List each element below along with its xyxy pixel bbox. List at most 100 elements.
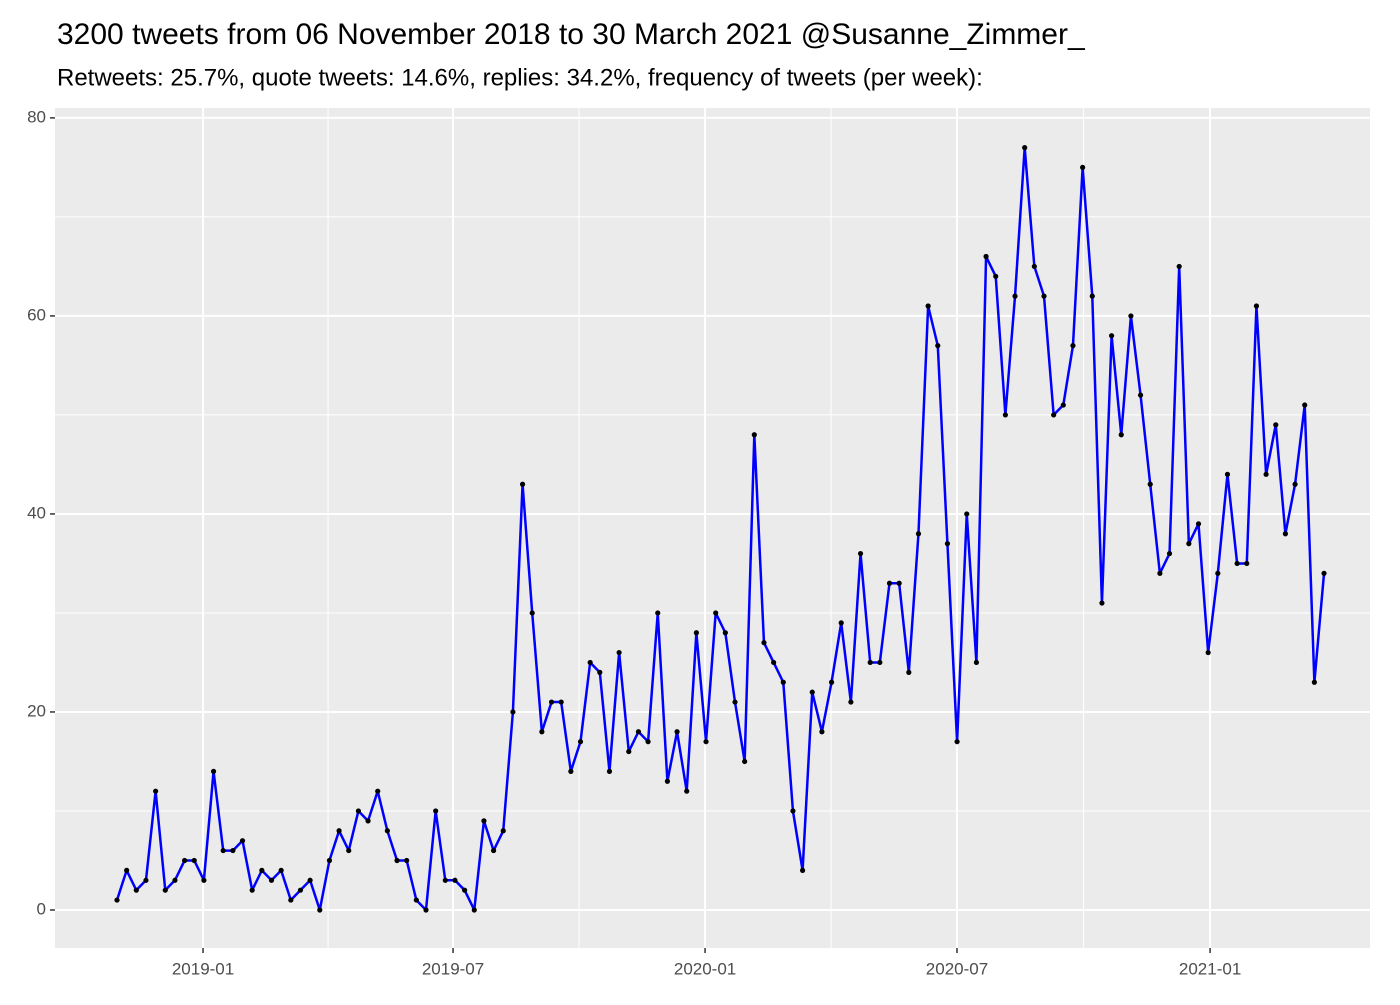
point bbox=[1002, 412, 1008, 418]
point bbox=[857, 550, 864, 557]
point bbox=[664, 778, 671, 784]
point bbox=[519, 481, 526, 487]
point bbox=[761, 640, 767, 646]
point bbox=[413, 897, 419, 903]
point bbox=[1031, 263, 1037, 270]
point bbox=[133, 887, 139, 893]
point bbox=[297, 887, 304, 893]
point bbox=[471, 907, 477, 913]
point bbox=[896, 580, 902, 586]
y-tick-label: 40 bbox=[27, 503, 46, 522]
point bbox=[616, 649, 622, 656]
point bbox=[645, 739, 651, 745]
point bbox=[191, 857, 197, 864]
point bbox=[1302, 402, 1308, 408]
x-tick-label: 2020-01 bbox=[674, 959, 736, 978]
x-tick-label: 2019-01 bbox=[172, 959, 234, 978]
point bbox=[915, 531, 922, 537]
point bbox=[442, 877, 448, 883]
point bbox=[925, 303, 931, 309]
point bbox=[462, 887, 468, 893]
point bbox=[1041, 293, 1047, 299]
point bbox=[1205, 649, 1211, 656]
point bbox=[838, 620, 844, 626]
point bbox=[1128, 313, 1134, 319]
point bbox=[693, 630, 699, 636]
point bbox=[1234, 560, 1240, 567]
point bbox=[655, 610, 661, 616]
y-tick-label: 60 bbox=[27, 305, 46, 324]
point bbox=[674, 729, 680, 735]
y-tick-label: 80 bbox=[27, 107, 46, 126]
x-tick-label: 2021-01 bbox=[1179, 959, 1241, 978]
point bbox=[288, 897, 294, 903]
point bbox=[1321, 570, 1327, 576]
point bbox=[799, 867, 806, 873]
point bbox=[404, 857, 410, 864]
point bbox=[124, 867, 130, 873]
point bbox=[278, 867, 284, 873]
point bbox=[162, 887, 168, 893]
point bbox=[722, 630, 728, 636]
point bbox=[1195, 521, 1202, 527]
point bbox=[510, 709, 516, 715]
point bbox=[500, 828, 506, 834]
point bbox=[828, 679, 835, 685]
point bbox=[577, 739, 584, 745]
point bbox=[1176, 263, 1182, 270]
point bbox=[548, 699, 555, 705]
point bbox=[259, 867, 265, 873]
point bbox=[635, 729, 642, 735]
point bbox=[597, 669, 603, 675]
point bbox=[819, 729, 825, 735]
point bbox=[384, 828, 390, 834]
point bbox=[935, 343, 941, 349]
point bbox=[732, 699, 738, 705]
point bbox=[1282, 531, 1289, 537]
point bbox=[877, 659, 883, 666]
point bbox=[1099, 600, 1105, 606]
point bbox=[346, 847, 352, 854]
point bbox=[626, 748, 632, 755]
point bbox=[201, 877, 207, 883]
point bbox=[1022, 145, 1028, 151]
point bbox=[317, 907, 323, 913]
point bbox=[307, 877, 313, 883]
point bbox=[742, 758, 748, 765]
point bbox=[423, 907, 429, 913]
point bbox=[336, 828, 342, 834]
point bbox=[1253, 303, 1260, 309]
point bbox=[1118, 432, 1124, 438]
point bbox=[713, 610, 719, 616]
line bbox=[115, 146, 1326, 912]
x-tick-label: 2020-07 bbox=[926, 959, 988, 978]
point bbox=[529, 610, 535, 616]
point bbox=[1224, 471, 1231, 477]
point bbox=[964, 511, 970, 517]
point bbox=[1070, 343, 1076, 349]
point bbox=[220, 847, 226, 854]
point bbox=[249, 887, 255, 893]
point bbox=[886, 580, 893, 586]
point bbox=[867, 659, 873, 666]
point bbox=[230, 847, 236, 854]
point bbox=[143, 877, 149, 883]
point bbox=[326, 857, 333, 864]
point bbox=[983, 253, 989, 260]
point bbox=[239, 838, 246, 844]
point bbox=[172, 877, 178, 883]
point bbox=[153, 788, 159, 794]
point bbox=[944, 541, 951, 547]
point bbox=[1273, 422, 1279, 428]
point bbox=[1089, 293, 1095, 299]
point bbox=[771, 659, 777, 666]
point bbox=[375, 788, 381, 794]
point bbox=[1108, 333, 1115, 339]
y-tick-label: 0 bbox=[37, 899, 46, 918]
point bbox=[481, 818, 487, 824]
x-tick-label: 2019-07 bbox=[422, 959, 484, 978]
point bbox=[684, 788, 690, 794]
point bbox=[568, 768, 574, 774]
point bbox=[1012, 293, 1018, 299]
